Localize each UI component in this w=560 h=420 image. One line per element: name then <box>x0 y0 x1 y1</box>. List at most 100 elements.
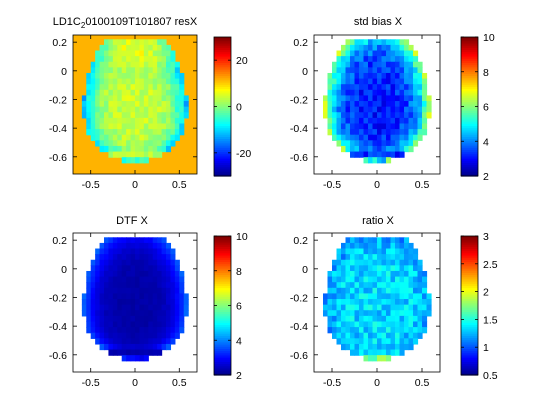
heatmap-cell <box>413 293 419 300</box>
heatmap-cell <box>354 343 360 351</box>
heatmap-cell <box>139 95 145 102</box>
heatmap-cell <box>359 287 365 295</box>
colorbar-segment <box>461 370 478 374</box>
heatmap-cell <box>408 259 414 266</box>
heatmap-cell <box>143 338 149 345</box>
heatmap-cell <box>121 332 127 339</box>
heatmap-cell <box>126 67 132 74</box>
heatmap-cell <box>90 315 96 323</box>
heatmap-cell <box>157 101 163 108</box>
heatmap-cell <box>341 332 347 339</box>
heatmap-cell <box>345 293 351 300</box>
x-tick-label: 0.5 <box>415 179 430 191</box>
heatmap-cell <box>408 72 414 80</box>
colorbar-segment <box>214 97 231 101</box>
heatmap-cell <box>99 304 105 311</box>
colorbar-segment <box>214 106 231 110</box>
colorbar-segment <box>214 264 231 268</box>
heatmap-cell <box>390 276 396 283</box>
heatmap-cell <box>170 282 176 289</box>
heatmap-cell <box>104 89 110 97</box>
heatmap-cell <box>345 299 351 306</box>
heatmap-cell <box>363 304 369 311</box>
heatmap-cell <box>161 129 167 136</box>
heatmap-cell <box>363 321 369 328</box>
heatmap-cell <box>359 343 365 351</box>
colorbar-segment <box>214 173 231 177</box>
colorbar-segment <box>461 158 478 162</box>
heatmap-cell <box>381 134 387 141</box>
y-tick-label: -0.6 <box>49 152 67 164</box>
heatmap-cell <box>350 101 356 108</box>
heatmap-cell <box>350 327 356 334</box>
heatmap-cell <box>354 112 360 119</box>
heatmap-cell <box>354 84 360 91</box>
heatmap-cell <box>350 112 356 119</box>
heatmap-cell <box>386 61 392 68</box>
heatmap-cell <box>170 254 176 261</box>
heatmap-cell <box>166 78 172 85</box>
colorbar-ratio: 32.521.510.5 <box>460 231 498 382</box>
heatmap-cell <box>108 72 114 80</box>
heatmap-cell <box>126 157 132 164</box>
heatmap-cell <box>332 134 338 141</box>
heatmap-cell <box>390 299 396 306</box>
heatmap-cell <box>135 117 141 125</box>
colorbar-segment <box>214 99 231 103</box>
heatmap-cell <box>327 270 333 278</box>
colorbar-segment <box>461 361 478 365</box>
heatmap-cell <box>104 237 110 244</box>
colorbar-segment <box>461 275 478 278</box>
colorbar-segment <box>461 340 478 344</box>
heatmap-cell <box>130 270 136 278</box>
heatmap-cell <box>112 61 118 68</box>
heatmap-cell <box>95 327 101 334</box>
heatmap-cell <box>341 129 347 136</box>
heatmap-cell <box>117 315 123 323</box>
heatmap-cell <box>345 237 351 244</box>
colorbar-segment <box>461 294 478 298</box>
x-tick-label: 0 <box>132 179 138 191</box>
heatmap-cell <box>148 129 154 136</box>
heatmap-cell <box>350 265 356 272</box>
heatmap-cell <box>95 310 101 317</box>
heatmap-cell <box>363 293 369 300</box>
heatmap-cell <box>345 259 351 266</box>
heatmap-cell <box>139 129 145 136</box>
heatmap-cell <box>381 123 387 130</box>
heatmap-cell <box>399 327 405 334</box>
heatmap-cell <box>399 84 405 91</box>
heatmap-cell <box>377 310 383 317</box>
heatmap-cell <box>135 72 141 80</box>
heatmap-cell <box>148 112 154 119</box>
heatmap-cell <box>354 259 360 266</box>
heatmap-cell <box>166 338 172 345</box>
colorbar-segment <box>214 236 231 239</box>
colorbar-segment <box>461 110 478 114</box>
heatmap-cell <box>417 106 423 113</box>
heatmap-cell <box>327 310 333 317</box>
heatmap-cell <box>386 134 392 141</box>
heatmap-cell <box>121 315 127 323</box>
colorbar-segment <box>214 71 231 75</box>
heatmap-cell <box>345 134 351 141</box>
colorbar-segment <box>214 275 231 278</box>
colorbar-segment <box>461 52 478 55</box>
heatmap-cell <box>108 310 114 317</box>
heatmap-cell <box>341 259 347 266</box>
heatmap-cell <box>327 95 333 102</box>
heatmap-cell <box>399 304 405 311</box>
heatmap-cell <box>359 321 365 328</box>
colorbar-segment <box>214 372 231 376</box>
heatmap-cell <box>408 315 414 323</box>
heatmap-cell <box>404 117 410 125</box>
heatmap-cell <box>179 293 185 300</box>
heatmap-cell <box>117 287 123 295</box>
colorbar-segment <box>461 63 478 66</box>
heatmap-cell <box>417 270 423 278</box>
colorbar-segment <box>461 318 478 322</box>
heatmap-cell <box>126 237 132 244</box>
heatmap-cell <box>395 293 401 300</box>
heatmap-cell <box>130 67 136 74</box>
